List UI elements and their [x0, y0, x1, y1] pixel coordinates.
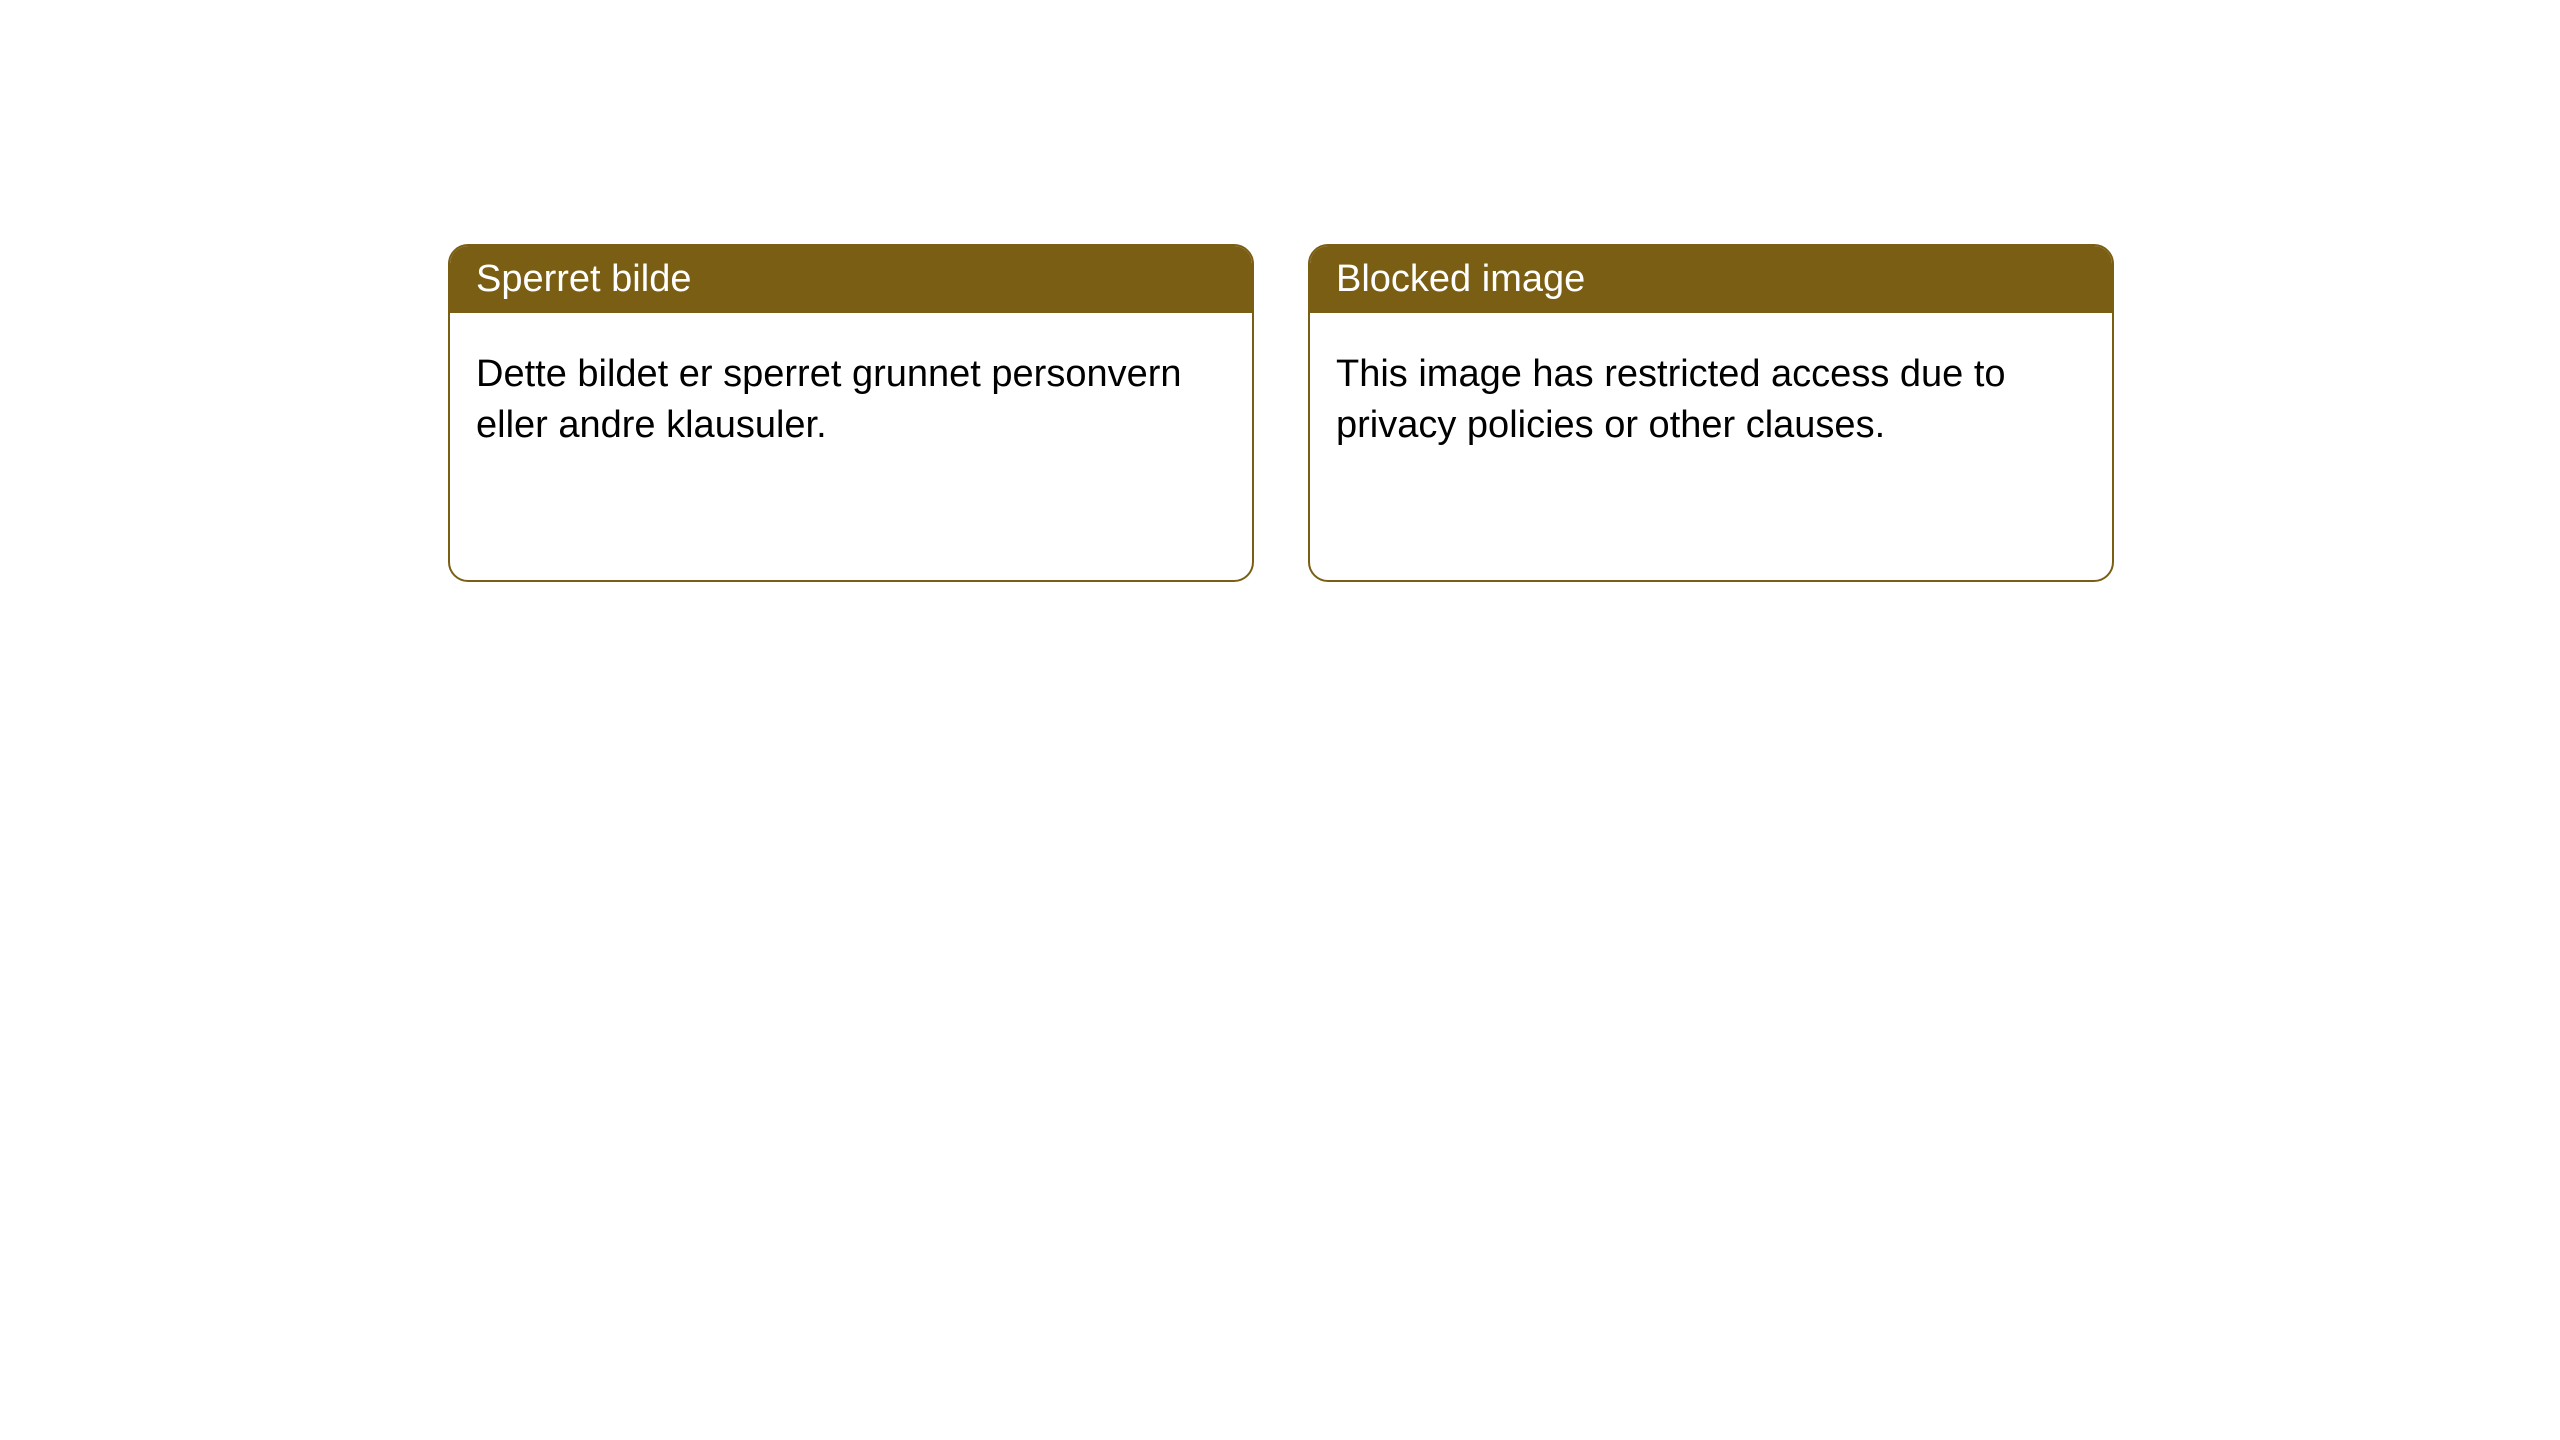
card-body-en: This image has restricted access due to …	[1310, 313, 2112, 488]
card-header-no: Sperret bilde	[450, 246, 1252, 313]
card-header-en: Blocked image	[1310, 246, 2112, 313]
notice-container: Sperret bilde Dette bildet er sperret gr…	[0, 0, 2560, 582]
card-body-no: Dette bildet er sperret grunnet personve…	[450, 313, 1252, 488]
blocked-image-card-en: Blocked image This image has restricted …	[1308, 244, 2114, 582]
blocked-image-card-no: Sperret bilde Dette bildet er sperret gr…	[448, 244, 1254, 582]
